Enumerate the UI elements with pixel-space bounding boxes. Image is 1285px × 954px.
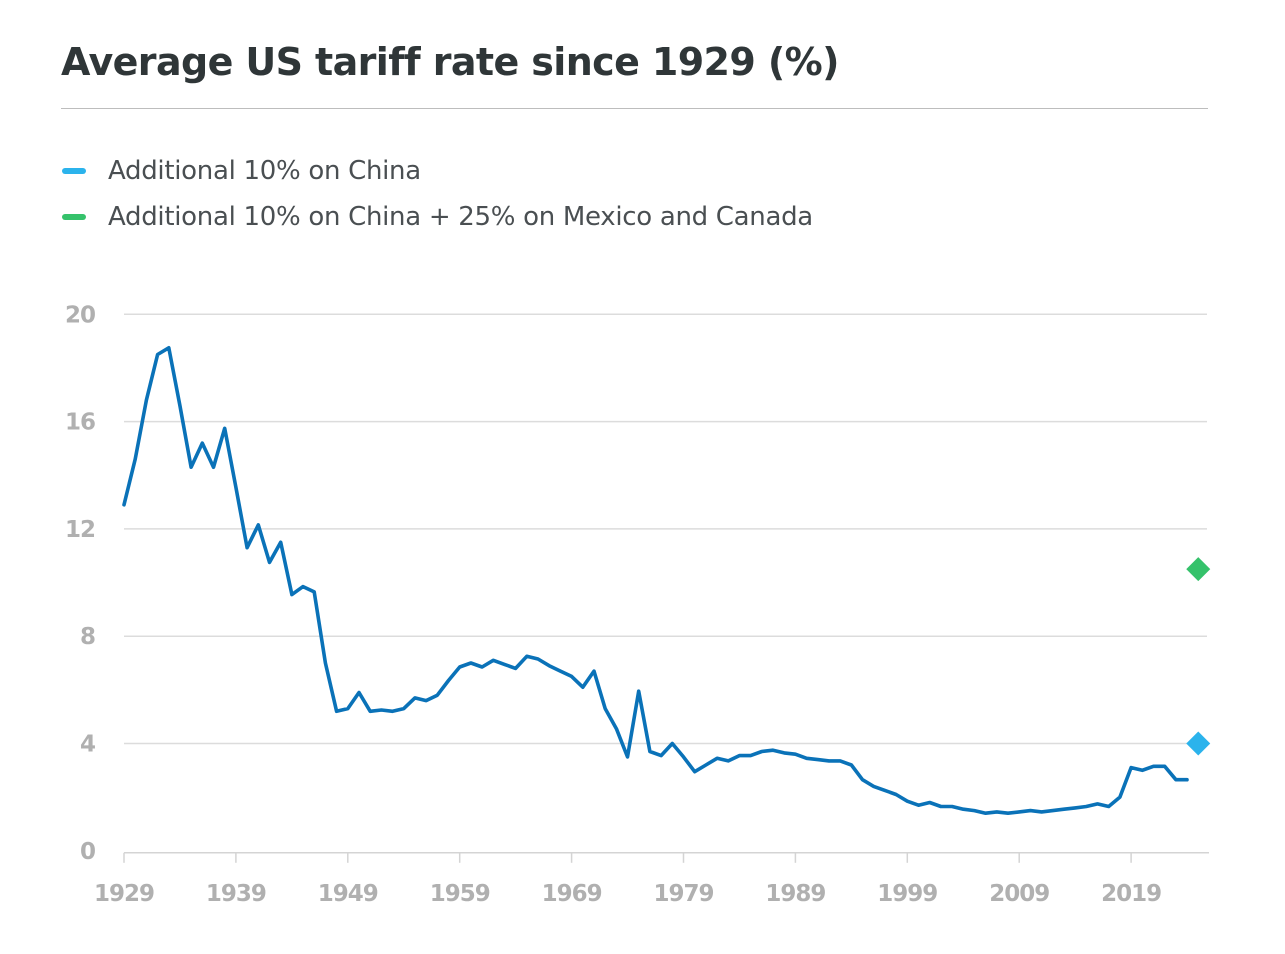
x-tick-label: 2019: [1101, 881, 1161, 907]
x-tick-label: 1999: [877, 881, 937, 907]
x-tick-label: 1959: [430, 881, 490, 907]
tariff-rate-line: [122, 345, 1189, 816]
x-tick-label: 1989: [765, 881, 825, 907]
y-tick-label: 0: [80, 839, 95, 865]
title-divider: [61, 108, 1208, 109]
x-tick-label: 1939: [206, 881, 266, 907]
legend-item-china-mexico-canada: Additional 10% on China + 25% on Mexico …: [62, 194, 813, 240]
legend-item-china: Additional 10% on China: [62, 148, 813, 194]
y-tick-label: 16: [65, 410, 95, 436]
legend-label-china-mexico-canada: Additional 10% on China + 25% on Mexico …: [108, 202, 813, 232]
diamond-marker-china: [1186, 731, 1211, 756]
series-layer: [122, 345, 1211, 816]
diamond-marker-china-mexico-canada: [1186, 557, 1211, 582]
gridlines: [124, 313, 1207, 745]
legend-swatch-china-mexico-canada: [62, 214, 86, 220]
y-axis-ticks: 0 4 8 12 16 20: [65, 302, 96, 865]
y-tick-label: 20: [65, 302, 95, 328]
y-tick-label: 8: [80, 624, 95, 650]
x-tick-label: 2009: [989, 881, 1049, 907]
chart-title: Average US tariff rate since 1929 (%): [61, 40, 839, 84]
legend-swatch-china: [62, 168, 86, 174]
x-tick-label: 1949: [318, 881, 378, 907]
legend-label-china: Additional 10% on China: [108, 156, 421, 186]
x-tick-label: 1929: [94, 881, 154, 907]
x-axis: 1929 1939 1949 1959 1969 1979 1989 1999 2009 2019: [94, 852, 1209, 907]
x-tick-label: 1969: [542, 881, 602, 907]
legend: Additional 10% on China Additional 10% o…: [62, 148, 813, 240]
y-tick-label: 4: [80, 732, 95, 758]
y-tick-label: 12: [65, 517, 95, 543]
x-tick-label: 1979: [653, 881, 713, 907]
